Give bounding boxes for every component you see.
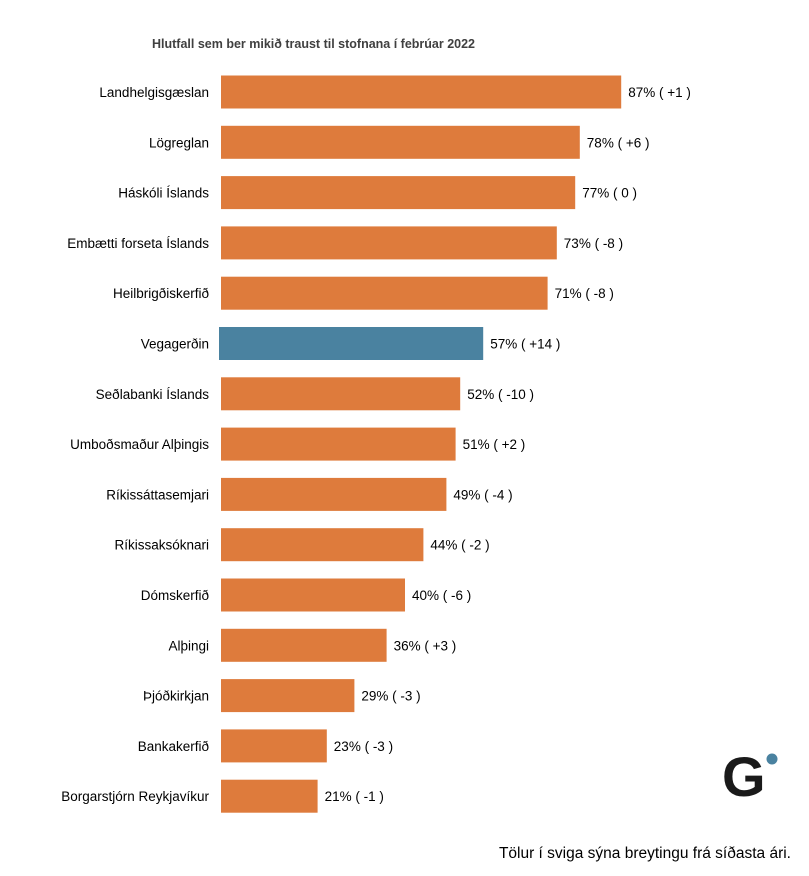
value-label: 73% ( -8 ) <box>564 236 623 251</box>
bar-12 <box>221 628 387 662</box>
bar-1 <box>221 75 622 109</box>
bars-layer <box>219 75 622 813</box>
category-label: Seðlabanki Íslands <box>96 387 210 402</box>
value-label: 23% ( -3 ) <box>334 739 393 754</box>
category-label: Ríkissaksóknari <box>114 538 209 553</box>
value-label: 49% ( -4 ) <box>453 487 512 502</box>
value-labels-layer: 87% ( +1 ) 78% ( +6 ) 77% ( 0 ) 73% ( -8 ) 7… <box>325 85 691 804</box>
category-label: Dómskerfið <box>141 588 209 603</box>
bar-11 <box>221 578 405 612</box>
category-label: Þjóðkirkjan <box>143 689 209 704</box>
value-label: 51% ( +2 ) <box>463 437 526 452</box>
value-label: 77% ( 0 ) <box>582 186 637 201</box>
bar-15 <box>221 779 318 813</box>
bar-9 <box>221 477 447 511</box>
bar-10 <box>221 528 424 562</box>
value-label: 40% ( -6 ) <box>412 588 471 603</box>
value-label: 78% ( +6 ) <box>587 135 650 150</box>
value-label: 44% ( -2 ) <box>430 538 489 553</box>
chart-title: Hlutfall sem ber mikið traust til stofna… <box>152 37 476 51</box>
category-label: Borgarstjórn Reykjavíkur <box>61 789 209 804</box>
value-label: 87% ( +1 ) <box>628 85 691 100</box>
gallup-g-logo-icon: G <box>722 750 778 802</box>
value-label: 71% ( -8 ) <box>555 286 614 301</box>
value-label: 52% ( -10 ) <box>467 387 534 402</box>
category-label: Heilbrigðiskerfið <box>113 286 209 301</box>
category-label: Ríkissáttasemjari <box>106 487 209 502</box>
category-label: Alþingi <box>168 638 209 653</box>
footnote: Tölur í sviga sýna breytingu frá síðasta… <box>498 845 791 862</box>
bar-7 <box>221 377 461 411</box>
bar-13 <box>221 679 355 713</box>
category-label: Bankakerfið <box>138 739 209 754</box>
bar-3 <box>221 176 576 210</box>
value-label: 21% ( -1 ) <box>325 789 384 804</box>
value-label: 36% ( +3 ) <box>394 638 457 653</box>
bar-2 <box>221 125 580 159</box>
category-label: Háskóli Íslands <box>118 186 209 201</box>
category-labels-layer: Landhelgisgæslan Lögreglan Háskóli Íslands… <box>61 85 209 804</box>
category-label: Landhelgisgæslan <box>99 85 209 100</box>
logo-letter: G <box>722 750 766 802</box>
bar-14 <box>221 729 327 763</box>
bar-5 <box>221 276 548 310</box>
category-label: Vegagerðin <box>141 337 209 352</box>
value-label: 57% ( +14 ) <box>490 337 560 352</box>
logo-dot <box>766 753 778 765</box>
bar-4 <box>221 226 557 260</box>
bar-8 <box>221 427 456 461</box>
category-label: Umboðsmaður Alþingis <box>70 437 209 452</box>
value-label: 29% ( -3 ) <box>361 689 420 704</box>
category-label: Lögreglan <box>149 135 209 150</box>
bar-6 <box>219 327 484 360</box>
category-label: Embætti forseta Íslands <box>67 236 209 251</box>
